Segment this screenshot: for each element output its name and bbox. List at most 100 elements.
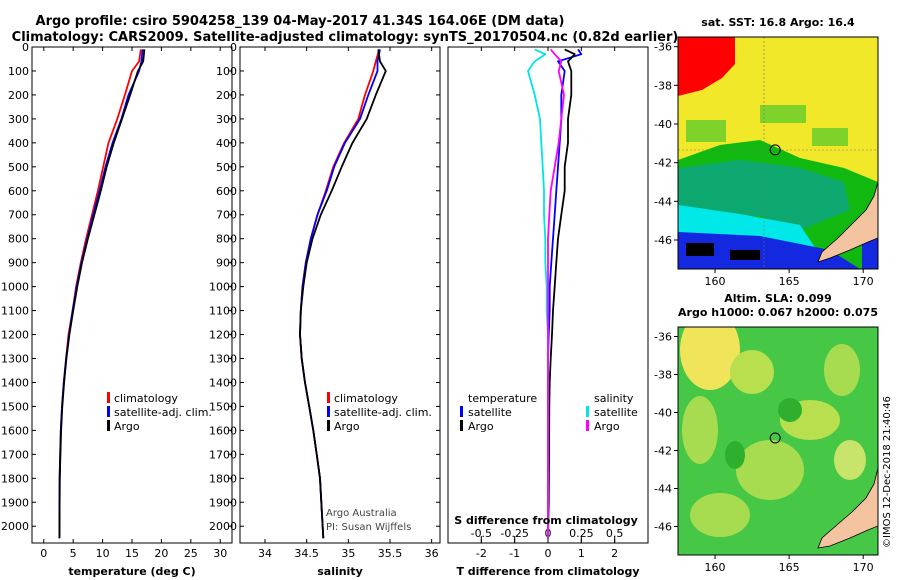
lon-tick-label: 165 [779, 561, 800, 574]
sla-patch [682, 396, 718, 464]
lat-tick-label: -40 [654, 407, 672, 420]
figure-title-line1: Argo profile: csiro 5904258_139 04-May-2… [36, 14, 565, 29]
sla-patch [690, 493, 750, 537]
y-tick-label: 0 [22, 41, 29, 54]
y-tick-label: 300 [8, 113, 29, 126]
x-tick-label: 0 [545, 547, 552, 560]
sla-patch [824, 344, 860, 396]
temperature-panel: 0100200300400500600700800900100011001200… [1, 41, 233, 578]
y-tick-label: 2000 [209, 520, 237, 533]
lat-tick-label: -44 [654, 483, 672, 496]
sla-patch [834, 440, 866, 480]
sst-map-title: sat. SST: 16.8 Argo: 16.4 [701, 16, 855, 29]
legend-swatch-climatology [107, 392, 110, 403]
sla-high-region [680, 327, 740, 390]
sla-map-title: Altim. SLA: 0.099 [724, 292, 831, 305]
legend-swatch-t-argo [460, 420, 463, 431]
sst-nodata-patch [686, 243, 714, 256]
sst-coldest-region [678, 232, 860, 269]
y-tick-label: 200 [216, 89, 237, 102]
legend-label-argo: Argo [334, 420, 360, 433]
series-line-argo [299, 49, 387, 539]
temperature-x-axis: 0 5 10 15 20 25 30 [40, 47, 227, 560]
sst-patch [686, 120, 726, 142]
lat-tick-label: -44 [654, 195, 672, 208]
x-tick-label: 36 [425, 547, 439, 560]
sla-map-field [678, 327, 878, 555]
lat-tick-label: -40 [654, 118, 672, 131]
y-tick-label: 700 [8, 209, 29, 222]
lon-tick-label: 170 [853, 275, 874, 288]
legend-swatch-satellite [107, 406, 110, 417]
x-tick-label: 30 [213, 547, 227, 560]
y-tick-label: 1200 [1, 329, 29, 342]
argo-position-marker [769, 144, 781, 156]
y-tick-label: 1900 [209, 496, 237, 509]
temperature-x-label: temperature (deg C) [68, 565, 195, 578]
difference-s-axis: -0.5 -0.25 0 0.25 0.5 [471, 527, 623, 543]
temperature-series [58, 49, 146, 539]
s-tick-label: -0.25 [500, 527, 528, 540]
legend-label-t-satellite: satellite [468, 406, 512, 419]
legend-label-satellite: satellite-adj. clim. [334, 406, 432, 419]
x-tick-label: -2 [476, 547, 487, 560]
y-tick-label: 400 [8, 137, 29, 150]
y-tick-label: 1800 [1, 472, 29, 485]
y-tick-label: 500 [8, 161, 29, 174]
y-tick-label: 1300 [1, 352, 29, 365]
salinity-x-axis: 34 34.5 35 35.5 36 [258, 47, 439, 560]
y-tick-label: 1600 [209, 424, 237, 437]
y-tick-label: 1700 [1, 448, 29, 461]
x-tick-label: -1 [509, 547, 520, 560]
y-tick-label: 1500 [1, 400, 29, 413]
legend-header-temperature: temperature [468, 392, 537, 405]
s-tick-label: 0.25 [569, 527, 594, 540]
y-tick-label: 1000 [1, 281, 29, 294]
y-tick-label: 1500 [209, 400, 237, 413]
y-tick-label: 900 [216, 257, 237, 270]
x-tick-label: 0 [40, 547, 47, 560]
salinity-series [299, 49, 387, 539]
x-tick-label: 35 [341, 547, 355, 560]
difference-series [527, 48, 583, 539]
sst-map-frame [677, 36, 879, 270]
y-tick-label: 1000 [209, 281, 237, 294]
legend-label-t-argo: Argo [468, 420, 494, 433]
legend-header-salinity: salinity [594, 392, 634, 405]
y-tick-label: 600 [216, 185, 237, 198]
legend-swatch-s-satellite [586, 406, 589, 417]
y-tick-label: 0 [230, 41, 237, 54]
salinity-panel: 0 100 200 300 400 500 600 700 800 900 1000 1100 1200… [209, 41, 441, 578]
y-tick-label: 1800 [209, 472, 237, 485]
y-tick-label: 1700 [209, 448, 237, 461]
series-line-argo [58, 49, 146, 539]
figure-title-line2: Climatology: CARS2009. Satellite-adjuste… [12, 30, 679, 45]
x-tick-label: 20 [154, 547, 168, 560]
y-tick-label: 700 [216, 209, 237, 222]
s-tick-label: -0.5 [471, 527, 492, 540]
legend-swatch-satellite [327, 406, 330, 417]
sst-coldest-edge [862, 236, 878, 269]
x-tick-label: 35.5 [378, 547, 403, 560]
lon-tick-label: 160 [705, 275, 726, 288]
series-line-salinity-argo [547, 48, 565, 539]
sst-lon-axis: 160 165 170 [705, 269, 874, 288]
temperature-legend: climatology satellite-adj. clim. Argo [107, 392, 212, 433]
sla-low-patch [778, 398, 802, 422]
legend-swatch-t-satellite [460, 406, 463, 417]
argo-position-marker [769, 432, 781, 444]
credit-line2: PI: Susan Wijffels [326, 522, 411, 533]
x-tick-label: 5 [70, 547, 77, 560]
lon-tick-label: 170 [853, 561, 874, 574]
lon-tick-label: 165 [779, 275, 800, 288]
difference-panel: -2 -1 0 1 2 -0.5 -0.25 0 0.25 0.5 T difference f… [447, 46, 649, 578]
sla-map-panel: Altim. SLA: 0.099 Argo h1000: 0.067 h200… [654, 292, 879, 574]
legend-label-climatology: climatology [114, 392, 178, 405]
x-tick-label: 2 [611, 547, 618, 560]
y-tick-label: 500 [216, 161, 237, 174]
lat-tick-label: -38 [654, 369, 672, 382]
x-tick-label: 34 [258, 547, 272, 560]
sla-map-subtitle: Argo h1000: 0.067 h2000: 0.075 [678, 306, 878, 319]
lat-tick-label: -46 [654, 234, 672, 247]
